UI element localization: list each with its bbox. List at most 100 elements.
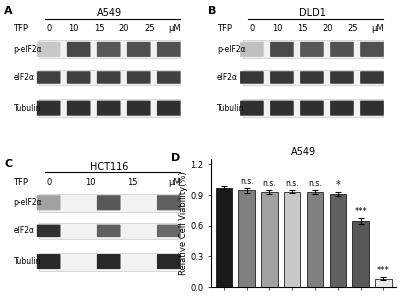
FancyBboxPatch shape xyxy=(330,42,354,57)
FancyBboxPatch shape xyxy=(37,42,60,57)
FancyBboxPatch shape xyxy=(157,254,180,269)
Text: 15: 15 xyxy=(94,25,104,33)
Text: 20: 20 xyxy=(119,25,129,33)
Text: ***: *** xyxy=(354,207,367,215)
Text: C: C xyxy=(4,159,12,169)
Bar xyxy=(284,192,300,287)
FancyBboxPatch shape xyxy=(37,225,60,237)
Text: 25: 25 xyxy=(144,25,154,33)
FancyBboxPatch shape xyxy=(67,71,90,84)
FancyBboxPatch shape xyxy=(240,42,264,57)
FancyBboxPatch shape xyxy=(300,71,324,84)
FancyBboxPatch shape xyxy=(330,71,354,84)
Text: 10: 10 xyxy=(272,25,282,33)
Bar xyxy=(243,70,383,85)
FancyBboxPatch shape xyxy=(37,254,60,269)
FancyBboxPatch shape xyxy=(157,225,180,237)
FancyBboxPatch shape xyxy=(240,71,264,84)
Bar xyxy=(330,194,346,287)
FancyBboxPatch shape xyxy=(157,42,180,57)
Text: n.s.: n.s. xyxy=(286,179,299,188)
Text: 10: 10 xyxy=(85,178,96,187)
Text: p-eIF2α: p-eIF2α xyxy=(14,198,42,207)
Text: HCT116: HCT116 xyxy=(90,162,129,172)
Text: 15: 15 xyxy=(127,178,138,187)
Y-axis label: Relative Cell Viability(%): Relative Cell Viability(%) xyxy=(178,171,188,275)
Bar xyxy=(307,192,323,287)
Text: p-eIF2α: p-eIF2α xyxy=(14,45,42,54)
Bar xyxy=(352,221,369,287)
Text: Tubulin: Tubulin xyxy=(14,104,41,113)
FancyBboxPatch shape xyxy=(97,42,120,57)
FancyBboxPatch shape xyxy=(300,42,324,57)
FancyBboxPatch shape xyxy=(97,225,120,237)
Text: TFP: TFP xyxy=(217,25,232,33)
Text: μM: μM xyxy=(168,178,180,187)
Text: eIF2α: eIF2α xyxy=(14,73,34,82)
FancyBboxPatch shape xyxy=(360,42,384,57)
FancyBboxPatch shape xyxy=(270,71,294,84)
Text: n.s.: n.s. xyxy=(308,179,322,189)
FancyBboxPatch shape xyxy=(330,101,354,116)
Text: 20: 20 xyxy=(322,25,332,33)
FancyBboxPatch shape xyxy=(270,101,294,116)
FancyBboxPatch shape xyxy=(240,101,264,116)
Bar xyxy=(40,223,180,239)
Text: μM: μM xyxy=(168,25,180,33)
Bar xyxy=(40,41,180,58)
FancyBboxPatch shape xyxy=(37,101,60,116)
FancyBboxPatch shape xyxy=(97,254,120,269)
FancyBboxPatch shape xyxy=(127,101,150,116)
Title: A549: A549 xyxy=(291,147,316,157)
Bar xyxy=(243,99,383,117)
Bar xyxy=(40,70,180,85)
Bar xyxy=(375,279,392,287)
Text: ***: *** xyxy=(377,266,390,275)
Bar xyxy=(40,99,180,117)
FancyBboxPatch shape xyxy=(97,71,120,84)
Bar xyxy=(216,188,232,287)
FancyBboxPatch shape xyxy=(127,42,150,57)
Bar xyxy=(243,41,383,58)
Text: 0: 0 xyxy=(249,25,254,33)
Text: DLD1: DLD1 xyxy=(300,9,326,18)
FancyBboxPatch shape xyxy=(67,42,90,57)
Text: D: D xyxy=(170,153,180,163)
FancyBboxPatch shape xyxy=(37,71,60,84)
Text: eIF2α: eIF2α xyxy=(14,226,34,235)
Bar xyxy=(238,191,255,287)
Text: 0: 0 xyxy=(46,25,51,33)
Text: 0: 0 xyxy=(46,178,51,187)
FancyBboxPatch shape xyxy=(97,195,120,210)
FancyBboxPatch shape xyxy=(157,195,180,210)
Text: μM: μM xyxy=(371,25,384,33)
Text: Tubulin: Tubulin xyxy=(14,257,41,266)
FancyBboxPatch shape xyxy=(127,71,150,84)
FancyBboxPatch shape xyxy=(360,71,384,84)
Text: A: A xyxy=(4,6,13,16)
Text: n.s.: n.s. xyxy=(240,177,254,186)
Text: 25: 25 xyxy=(347,25,358,33)
Bar xyxy=(261,192,278,287)
FancyBboxPatch shape xyxy=(300,101,324,116)
Text: Tubulin: Tubulin xyxy=(217,104,244,113)
Text: n.s.: n.s. xyxy=(262,179,276,189)
FancyBboxPatch shape xyxy=(157,101,180,116)
Text: 10: 10 xyxy=(68,25,79,33)
Text: TFP: TFP xyxy=(14,178,28,187)
Bar xyxy=(40,252,180,271)
Text: TFP: TFP xyxy=(14,25,28,33)
Text: p-eIF2α: p-eIF2α xyxy=(217,45,246,54)
Text: B: B xyxy=(208,6,216,16)
FancyBboxPatch shape xyxy=(97,101,120,116)
FancyBboxPatch shape xyxy=(37,195,60,210)
FancyBboxPatch shape xyxy=(157,71,180,84)
Bar xyxy=(40,194,180,212)
Text: 15: 15 xyxy=(297,25,307,33)
FancyBboxPatch shape xyxy=(270,42,294,57)
Text: *: * xyxy=(336,180,340,190)
FancyBboxPatch shape xyxy=(360,101,384,116)
FancyBboxPatch shape xyxy=(67,101,90,116)
Text: A549: A549 xyxy=(97,9,122,18)
Text: eIF2α: eIF2α xyxy=(217,73,238,82)
